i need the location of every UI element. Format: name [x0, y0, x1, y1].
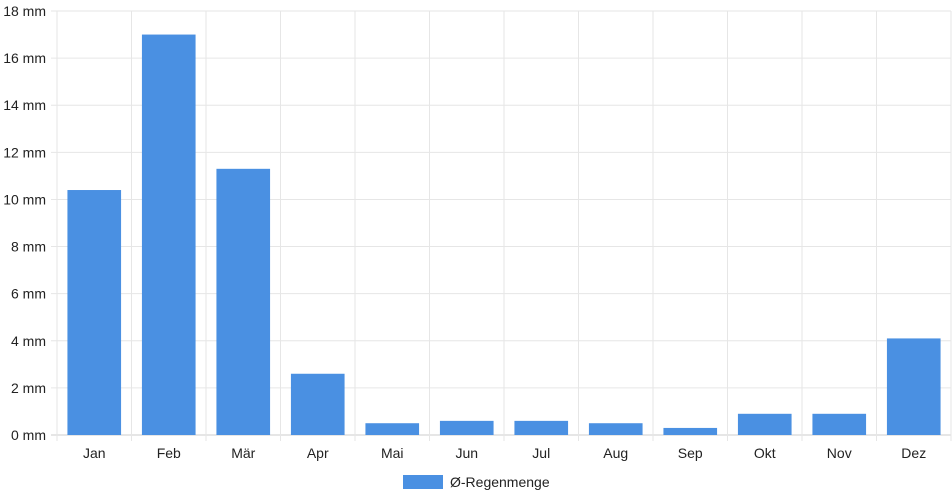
bar-Feb[interactable] — [141, 34, 196, 436]
y-tick-label: 6 mm — [11, 286, 46, 302]
x-tick-label: Sep — [678, 445, 703, 461]
bar-Jul[interactable] — [514, 420, 569, 435]
x-tick-label: Nov — [827, 445, 852, 461]
y-axis: 0 mm 2 mm 4 mm 6 mm 8 mm 10 mm 12 mm 14 mm 16 mm… — [3, 3, 46, 443]
y-tick-label: 2 mm — [11, 380, 46, 396]
y-tick-label: 4 mm — [11, 333, 46, 349]
bar-Aug[interactable] — [588, 423, 643, 435]
y-tick-label: 8 mm — [11, 239, 46, 255]
bars — [67, 34, 941, 436]
legend-swatch[interactable] — [403, 475, 443, 489]
x-tick-label: Okt — [754, 445, 776, 461]
bar-Jun[interactable] — [439, 420, 494, 435]
x-axis: Jan Feb Mär Apr Mai Jun Jul Aug Sep Okt Nov Dez — [83, 445, 926, 461]
x-tick-label: Mai — [381, 445, 404, 461]
grid-lines — [51, 10, 952, 441]
y-tick-label: 12 mm — [3, 144, 46, 160]
bar-Apr[interactable] — [290, 373, 345, 435]
bar-Mai[interactable] — [365, 423, 420, 435]
legend-label[interactable]: Ø-Regenmenge — [450, 474, 550, 490]
bar-Jan[interactable] — [67, 190, 122, 435]
bar-Sep[interactable] — [663, 427, 718, 435]
legend[interactable]: Ø-Regenmenge — [403, 474, 550, 490]
x-tick-label: Apr — [307, 445, 329, 461]
y-tick-label: 16 mm — [3, 50, 46, 66]
x-tick-label: Mär — [231, 445, 255, 461]
x-tick-label: Jun — [455, 445, 478, 461]
x-tick-label: Jan — [83, 445, 106, 461]
y-tick-label: 10 mm — [3, 191, 46, 207]
bar-Nov[interactable] — [812, 413, 867, 435]
y-tick-label: 18 mm — [3, 3, 46, 19]
y-tick-label: 0 mm — [11, 427, 46, 443]
x-tick-label: Jul — [532, 445, 550, 461]
bar-Okt[interactable] — [737, 413, 792, 435]
x-tick-label: Aug — [603, 445, 628, 461]
x-tick-label: Dez — [901, 445, 926, 461]
x-tick-label: Feb — [157, 445, 181, 461]
bar-Dez[interactable] — [886, 338, 941, 435]
bar-Mär[interactable] — [216, 168, 271, 436]
y-tick-label: 14 mm — [3, 97, 46, 113]
